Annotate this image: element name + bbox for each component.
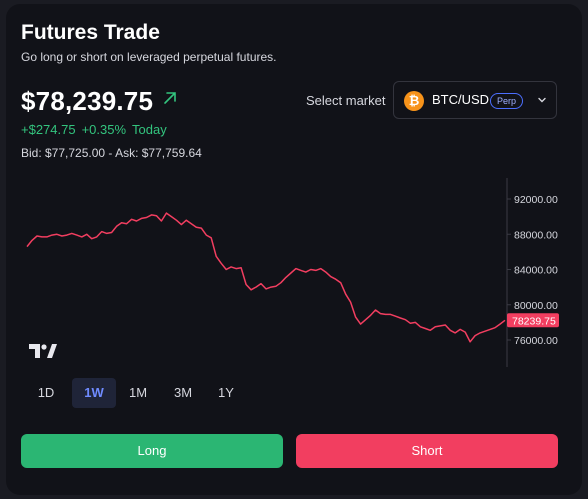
trade-card <box>6 4 582 495</box>
timeframe-1w[interactable]: 1W <box>72 378 116 408</box>
bid-ask: Bid: $77,725.00 - Ask: $77,759.64 <box>21 146 202 160</box>
tradingview-logo-icon <box>29 344 57 358</box>
change-period: Today <box>132 122 167 137</box>
market-select[interactable]: ₿ BTC/USD Perp <box>393 81 557 119</box>
arrow-up-right-icon <box>164 92 176 104</box>
timeframe-3m[interactable]: 3M <box>173 385 193 400</box>
timeframe-1y[interactable]: 1Y <box>218 385 234 400</box>
price-change: +$274.75 +0.35% Today <box>21 122 173 137</box>
change-percent: +0.35% <box>81 122 127 137</box>
timeframe-1m[interactable]: 1M <box>128 385 148 400</box>
long-button[interactable]: Long <box>21 434 283 468</box>
bitcoin-icon: ₿ <box>404 91 424 111</box>
current-price: $78,239.75 <box>21 86 154 116</box>
market-select-label: Select market <box>306 93 386 108</box>
market-name: BTC/USD <box>432 92 490 107</box>
chevron-down-icon <box>538 97 546 103</box>
timeframe-1d[interactable]: 1D <box>37 385 55 400</box>
page-title: Futures Trade <box>21 21 160 44</box>
perp-badge: Perp <box>490 93 524 109</box>
change-absolute: +$274.75 <box>21 122 76 137</box>
page-subtitle: Go long or short on leveraged perpetual … <box>21 50 277 64</box>
short-button[interactable]: Short <box>296 434 558 468</box>
